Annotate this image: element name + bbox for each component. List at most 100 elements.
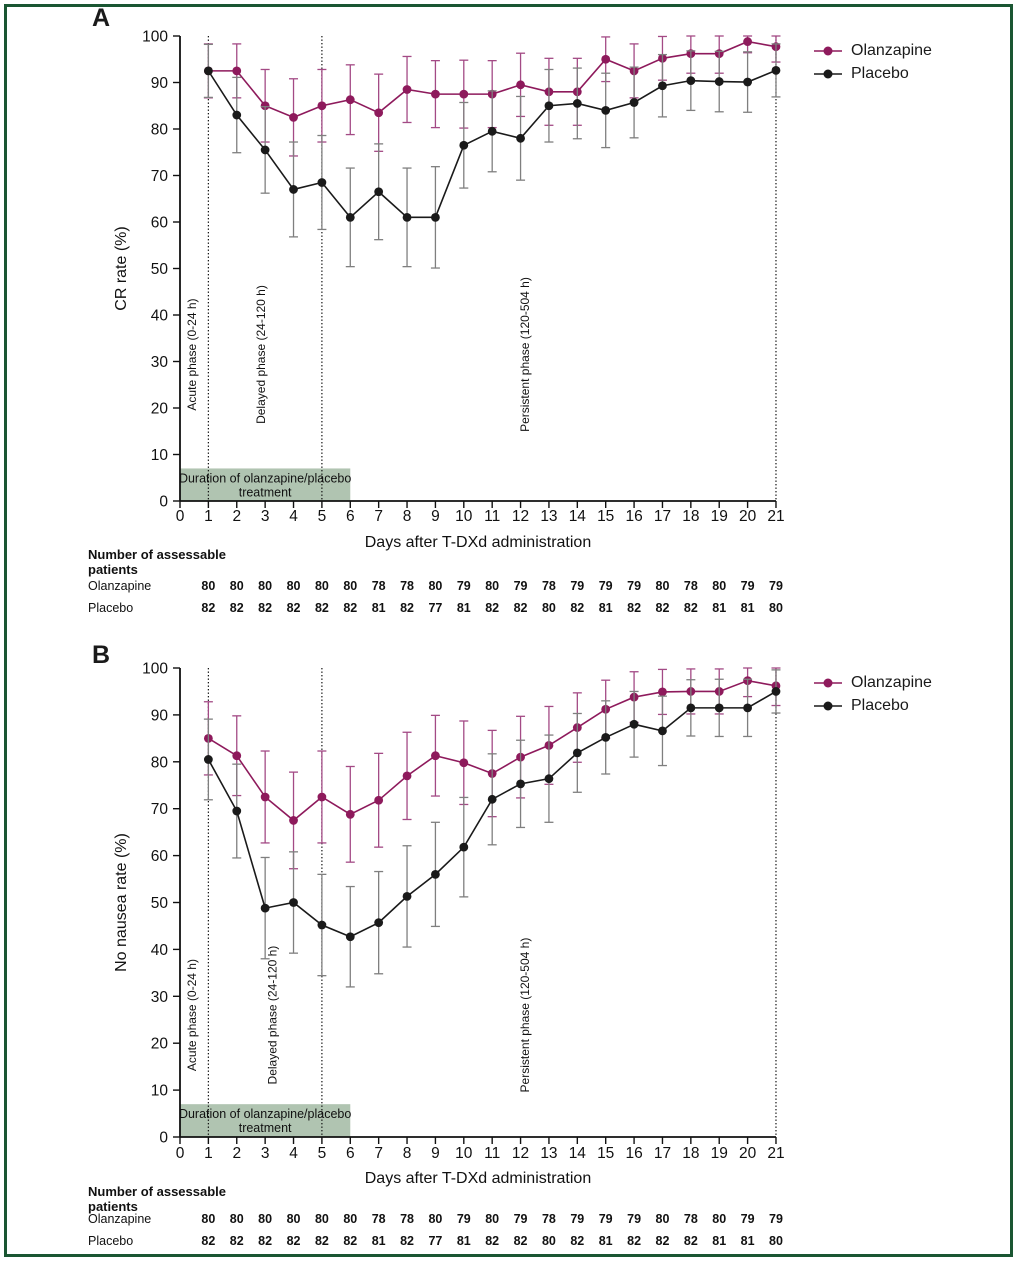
assessable-count: 81	[456, 1234, 471, 1248]
assessable-count: 82	[655, 1234, 670, 1248]
assessable-count: 80	[769, 1234, 783, 1248]
data-point	[487, 794, 497, 804]
assessable-count: 78	[371, 1212, 386, 1226]
data-point	[431, 89, 440, 99]
assessable-count: 81	[740, 601, 755, 615]
assessable-count: 80	[314, 1212, 329, 1226]
y-tick-label: 100	[142, 29, 168, 46]
assessable-count: 82	[683, 1234, 698, 1248]
assessable-count: 78	[371, 579, 386, 593]
assessable-count: 80	[541, 601, 556, 615]
assessable-row-label-placebo: Placebo	[88, 601, 134, 615]
data-point	[232, 751, 242, 761]
data-point	[232, 110, 242, 120]
assessable-count: 80	[229, 579, 244, 593]
assessable-count: 79	[513, 579, 528, 593]
assessable-count: 82	[286, 1234, 301, 1248]
x-tick-label: 9	[431, 1145, 440, 1162]
assessable-count: 79	[456, 1212, 471, 1226]
assessable-count: 79	[740, 579, 755, 593]
assessable-count: 81	[456, 601, 471, 615]
data-point	[743, 77, 752, 87]
assessable-count: 78	[541, 579, 556, 593]
data-point	[459, 89, 469, 99]
data-point	[544, 101, 554, 111]
phase-label: Acute phase (0-24 h)	[185, 959, 199, 1071]
assessable-count: 79	[769, 1212, 783, 1226]
data-point	[232, 66, 242, 76]
y-tick-label: 50	[151, 895, 169, 912]
x-tick-label: 2	[232, 508, 241, 525]
assessable-count: 80	[343, 1212, 358, 1226]
data-point	[714, 77, 724, 86]
data-point	[629, 719, 639, 729]
x-tick-label: 12	[512, 508, 529, 525]
assessable-count: 82	[258, 1234, 273, 1248]
assessable-count: 82	[258, 601, 273, 615]
x-tick-label: 10	[455, 1145, 473, 1162]
assessable-count: 80	[655, 1212, 670, 1226]
data-point	[601, 106, 611, 115]
assessable-count: 81	[740, 1234, 755, 1248]
olanzapine-marker-icon	[814, 678, 842, 687]
data-point	[487, 126, 497, 136]
x-tick-label: 7	[374, 1145, 383, 1162]
x-tick-label: 3	[261, 508, 270, 525]
x-tick-label: 14	[569, 508, 587, 525]
y-tick-label: 30	[151, 354, 169, 371]
assessable-count: 80	[712, 1212, 727, 1226]
data-point	[232, 806, 242, 816]
assessable-count: 82	[627, 1234, 642, 1248]
data-point	[658, 81, 667, 91]
data-point	[345, 809, 355, 819]
data-point	[431, 212, 440, 222]
data-point	[601, 54, 611, 64]
data-point	[572, 748, 582, 758]
y-tick-label: 60	[151, 215, 169, 232]
y-axis-title: CR rate (%)	[113, 226, 130, 310]
data-point	[345, 95, 355, 105]
x-tick-label: 12	[512, 1145, 529, 1162]
x-tick-label: 19	[711, 1145, 728, 1162]
y-tick-label: 30	[151, 989, 169, 1006]
x-tick-label: 19	[711, 508, 728, 525]
assessable-count: 82	[201, 601, 216, 615]
assessable-count: 82	[314, 601, 329, 615]
x-tick-label: 13	[540, 508, 557, 525]
y-tick-label: 0	[159, 494, 168, 511]
legend-item-placebo: Placebo	[813, 62, 932, 85]
x-tick-label: 5	[318, 1145, 327, 1162]
data-point	[289, 816, 298, 825]
x-tick-label: 16	[625, 508, 642, 525]
phase-label: Delayed phase (24-120 h)	[254, 285, 268, 424]
placebo-marker-icon	[814, 69, 842, 78]
data-point	[771, 687, 781, 696]
assessable-header-line2: patients	[88, 562, 138, 577]
y-tick-label: 50	[151, 261, 169, 278]
assessable-header-line1: Number of assessable	[88, 547, 227, 562]
legend-item-olanzapine: Olanzapine	[813, 671, 932, 694]
panel-b-label: B	[92, 641, 111, 669]
data-point	[516, 779, 525, 789]
assessable-count: 79	[456, 579, 471, 593]
legend-label-placebo: Placebo	[851, 696, 909, 714]
data-point	[374, 187, 384, 197]
data-point	[686, 76, 696, 86]
assessable-count: 80	[485, 1212, 500, 1226]
x-tick-label: 1	[204, 1145, 213, 1162]
assessable-count: 81	[598, 601, 613, 615]
assessable-count: 82	[570, 1234, 585, 1248]
assessable-count: 80	[485, 579, 500, 593]
x-tick-label: 20	[739, 1145, 757, 1162]
x-tick-label: 6	[346, 1145, 355, 1162]
assessable-count: 81	[371, 1234, 386, 1248]
data-point	[459, 140, 469, 150]
assessable-count: 82	[201, 1234, 216, 1248]
data-point	[629, 98, 639, 107]
assessable-count: 77	[428, 601, 443, 615]
x-tick-label: 14	[569, 1145, 587, 1162]
assessable-count: 79	[570, 579, 585, 593]
x-tick-label: 11	[484, 508, 500, 525]
y-tick-label: 70	[151, 801, 169, 818]
